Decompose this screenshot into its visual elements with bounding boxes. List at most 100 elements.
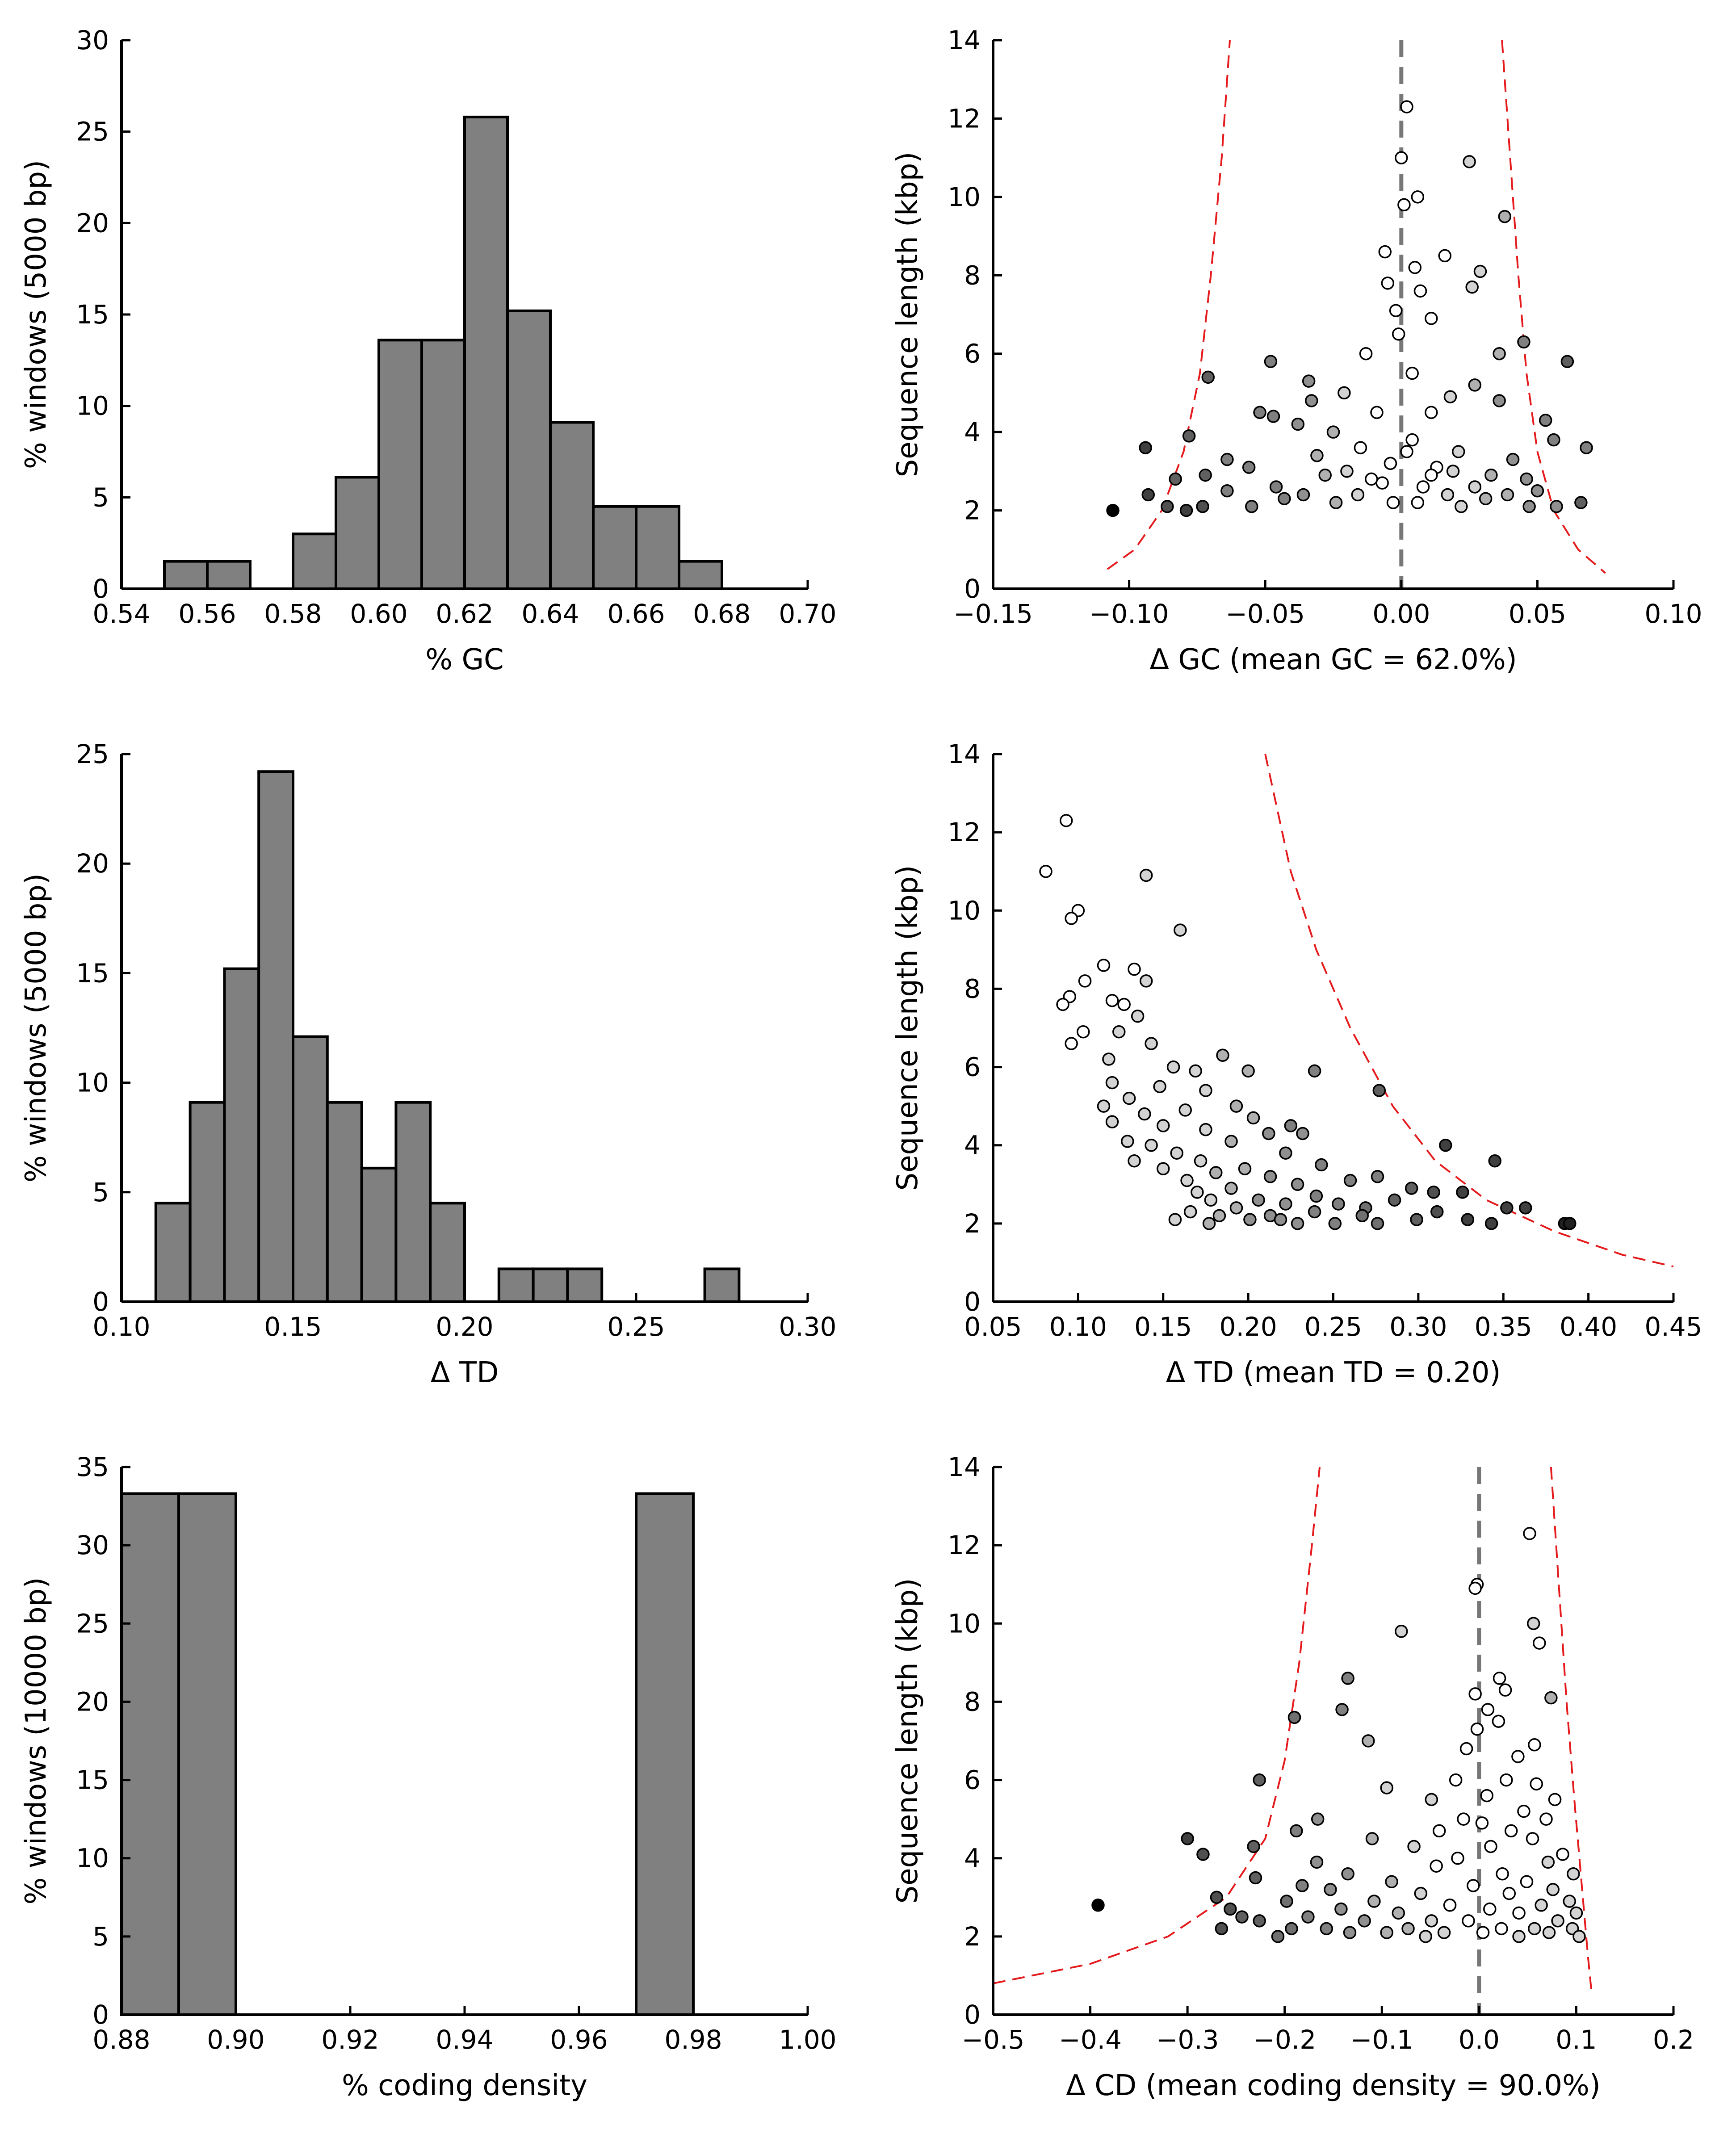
scatter-point xyxy=(1224,1182,1238,1195)
scatter-point xyxy=(1410,1213,1423,1226)
x-tick-label: 0.68 xyxy=(693,599,751,629)
scatter-point xyxy=(1392,327,1405,341)
scatter-point xyxy=(1520,472,1533,486)
y-axis-label: Sequence length (kbp) xyxy=(891,152,924,478)
y-tick-label: 14 xyxy=(948,25,981,55)
scatter-point xyxy=(1224,1902,1237,1916)
upper-bound-curve xyxy=(1264,754,1673,1268)
histogram-bar xyxy=(335,476,380,590)
scatter-point xyxy=(1329,496,1343,509)
y-tick-label: 10 xyxy=(948,1608,981,1639)
panel-cd-histogram: 0.88 0.90 0.92 0.94 0.96 0.98 1.00 0 5 10 15 20 25 30… xyxy=(20,1452,837,2102)
scatter-point xyxy=(1451,445,1465,458)
scatter-point xyxy=(1484,1840,1497,1853)
x-tick-label: 0.45 xyxy=(1644,1312,1702,1342)
panel-td-scatter: 0.05 0.10 0.15 0.20 0.25 0.30 0.35 0.40 0.45 0 2 4 6… xyxy=(891,739,1702,1389)
scatter-point xyxy=(1548,1793,1562,1807)
scatter-point xyxy=(1210,1891,1224,1904)
histogram-bar xyxy=(420,339,466,590)
scatter-point xyxy=(1274,1213,1287,1226)
scatter-point xyxy=(1296,488,1310,502)
histogram-bar xyxy=(326,1101,363,1304)
scatter-point xyxy=(1560,355,1574,369)
y-tick-label: 25 xyxy=(76,739,109,769)
scatter-point xyxy=(1475,1816,1489,1830)
scatter-point xyxy=(1512,1930,1526,1943)
scatter-point xyxy=(1174,923,1187,937)
y-tick-label: 14 xyxy=(948,1452,981,1482)
scatter-point xyxy=(1262,1127,1275,1140)
scatter-point xyxy=(1247,1840,1260,1853)
panel-gc-histogram: 0.54 0.56 0.58 0.60 0.62 0.64 0.66 0.68 0.70 0 5 10… xyxy=(20,25,837,676)
scatter-point xyxy=(1456,1186,1469,1199)
y-axis-label: % windows (10000 bp) xyxy=(20,1577,53,1905)
scatter-point xyxy=(1530,1777,1543,1791)
x-tick-label: 0.94 xyxy=(436,2025,493,2055)
scatter-point xyxy=(1235,1910,1249,1924)
histogram-bar xyxy=(154,1202,192,1304)
x-axis-label: % GC xyxy=(425,643,503,676)
scatter-point xyxy=(1405,1182,1418,1195)
scatter-point xyxy=(1563,1217,1577,1230)
scatter-point xyxy=(1461,1213,1475,1226)
histogram-bar xyxy=(549,421,595,590)
histogram-bar xyxy=(429,1202,466,1304)
scatter-point xyxy=(1358,1914,1371,1928)
y-tick-label: 20 xyxy=(76,208,109,238)
y-axis-label: Sequence length (kbp) xyxy=(891,1578,924,1904)
scatter-point xyxy=(1541,1855,1555,1869)
scatter-point xyxy=(1168,1213,1182,1226)
scatter-point xyxy=(1269,480,1283,494)
y-tick-label: 0 xyxy=(964,1287,981,1317)
scatter-point xyxy=(1400,100,1413,113)
scatter-point xyxy=(1359,347,1373,361)
x-tick-label: −0.05 xyxy=(1225,599,1305,629)
scatter-point xyxy=(1328,1217,1342,1230)
scatter-point xyxy=(1468,480,1482,494)
scatter-point xyxy=(1122,1091,1136,1105)
y-tick-label: 0 xyxy=(964,574,981,604)
scatter-point xyxy=(1291,1217,1304,1230)
scatter-point xyxy=(1437,1926,1451,1939)
x-axis-label: % coding density xyxy=(342,2069,587,2102)
histogram-bar xyxy=(163,560,209,590)
x-tick-label: 0.56 xyxy=(178,599,236,629)
scatter-point xyxy=(1216,1048,1229,1062)
scatter-point xyxy=(1481,1703,1495,1716)
scatter-point xyxy=(1498,1683,1512,1697)
scatter-point xyxy=(1145,1037,1158,1050)
lower-bound-curve xyxy=(993,1467,1321,1984)
scatter-point xyxy=(1455,500,1468,513)
scatter-point xyxy=(1229,1099,1243,1113)
scatter-point xyxy=(1518,1201,1532,1215)
y-tick-label: 6 xyxy=(964,1052,981,1082)
scatter-point xyxy=(1425,1914,1438,1928)
scatter-point xyxy=(1105,1076,1119,1090)
x-tick-label: 0.35 xyxy=(1475,1312,1532,1342)
y-tick-label: 12 xyxy=(948,817,981,847)
x-tick-label: 0.88 xyxy=(92,2025,150,2055)
y-tick-label: 10 xyxy=(76,391,109,421)
x-axis-label: Δ CD (mean coding density = 90.0%) xyxy=(1066,2069,1601,2102)
scatter-point xyxy=(1395,151,1408,164)
y-tick-label: 15 xyxy=(76,299,109,330)
y-tick-label: 10 xyxy=(948,182,981,212)
x-tick-label: 0.58 xyxy=(264,599,322,629)
x-tick-label: 0.25 xyxy=(607,1312,665,1342)
scatter-point xyxy=(1405,433,1419,447)
scatter-point xyxy=(1287,1710,1301,1724)
scatter-point xyxy=(1517,1804,1531,1818)
scatter-point xyxy=(1166,1060,1180,1074)
scatter-point xyxy=(1341,1867,1354,1881)
scatter-point xyxy=(1546,1883,1560,1896)
scatter-point xyxy=(1271,1930,1285,1943)
scatter-point xyxy=(1365,472,1378,486)
x-tick-label: 0.60 xyxy=(350,599,407,629)
panel-td-histogram: 0.10 0.15 0.20 0.25 0.30 0 5 10 15 20 25 Δ TD % wind… xyxy=(20,739,837,1389)
scatter-point xyxy=(1535,1899,1548,1912)
scatter-point xyxy=(1097,959,1111,972)
scatter-point xyxy=(1065,912,1078,925)
x-tick-label: 0.25 xyxy=(1304,1312,1362,1342)
scatter-point xyxy=(1365,1832,1379,1845)
scatter-point xyxy=(1290,1824,1303,1838)
